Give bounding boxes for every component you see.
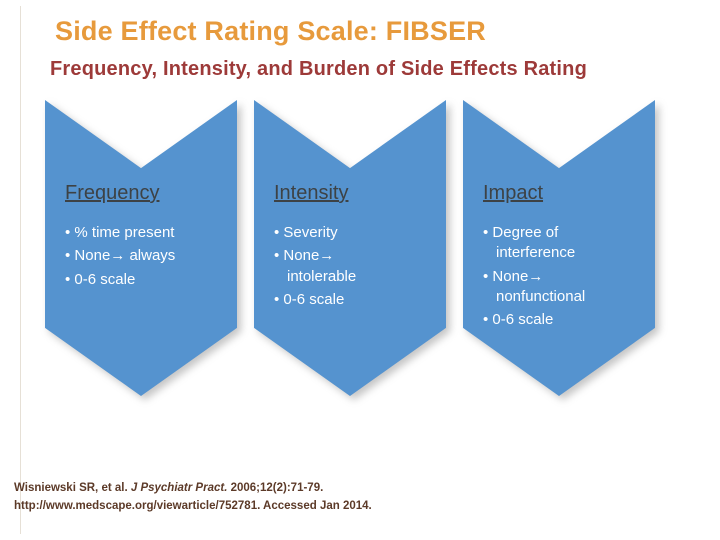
bullet-item: None→ intolerable bbox=[274, 246, 392, 287]
bullet-item: None→ nonfunctional bbox=[483, 267, 601, 308]
chevron-shape-intensity: Intensity Severity None→ intolerable 0-6… bbox=[254, 100, 446, 396]
chevron-frequency: Frequency % time present None→ always 0-… bbox=[45, 100, 237, 396]
column-header-impact: Impact bbox=[483, 182, 544, 204]
chevron-content-frequency: Frequency % time present None→ always 0-… bbox=[65, 182, 183, 293]
chevron-shape-impact: Impact Degree of interference None→ nonf… bbox=[463, 100, 655, 396]
bullet-item: 0-6 scale bbox=[274, 290, 392, 310]
left-border-line bbox=[20, 6, 21, 534]
chevron-intensity: Intensity Severity None→ intolerable 0-6… bbox=[254, 100, 446, 396]
chevron-shape-frequency: Frequency % time present None→ always 0-… bbox=[45, 100, 237, 396]
chevron-impact: Impact Degree of interference None→ nonf… bbox=[463, 100, 655, 396]
bullet-item: Severity bbox=[274, 223, 392, 243]
citation-line1: Wisniewski SR, et al. J Psychiatr Pract.… bbox=[14, 480, 372, 498]
citation-authors: Wisniewski SR, et al. bbox=[14, 482, 131, 494]
chevron-content-intensity: Intensity Severity None→ intolerable 0-6… bbox=[274, 182, 392, 313]
column-header-frequency: Frequency bbox=[65, 182, 160, 204]
bullet-item: None→ always bbox=[65, 246, 183, 266]
slide-title: Side Effect Rating Scale: FIBSER bbox=[55, 16, 486, 46]
column-header-intensity: Intensity bbox=[274, 182, 349, 204]
citation: Wisniewski SR, et al. J Psychiatr Pract.… bbox=[14, 480, 372, 516]
citation-detail: 2006;12(2):71-79. bbox=[227, 482, 324, 494]
bullet-item: 0-6 scale bbox=[483, 310, 601, 330]
citation-journal: J Psychiatr Pract. bbox=[130, 482, 228, 494]
bullet-item: Degree of interference bbox=[483, 223, 601, 264]
citation-line2-url: http://www.medscape.org/viewarticle/7527… bbox=[14, 499, 372, 512]
bullet-item: % time present bbox=[65, 223, 183, 243]
slide-subtitle: Frequency, Intensity, and Burden of Side… bbox=[50, 58, 587, 80]
bullet-item: 0-6 scale bbox=[65, 270, 183, 290]
chevron-group: Frequency % time present None→ always 0-… bbox=[45, 100, 655, 396]
chevron-content-impact: Impact Degree of interference None→ nonf… bbox=[483, 182, 601, 333]
